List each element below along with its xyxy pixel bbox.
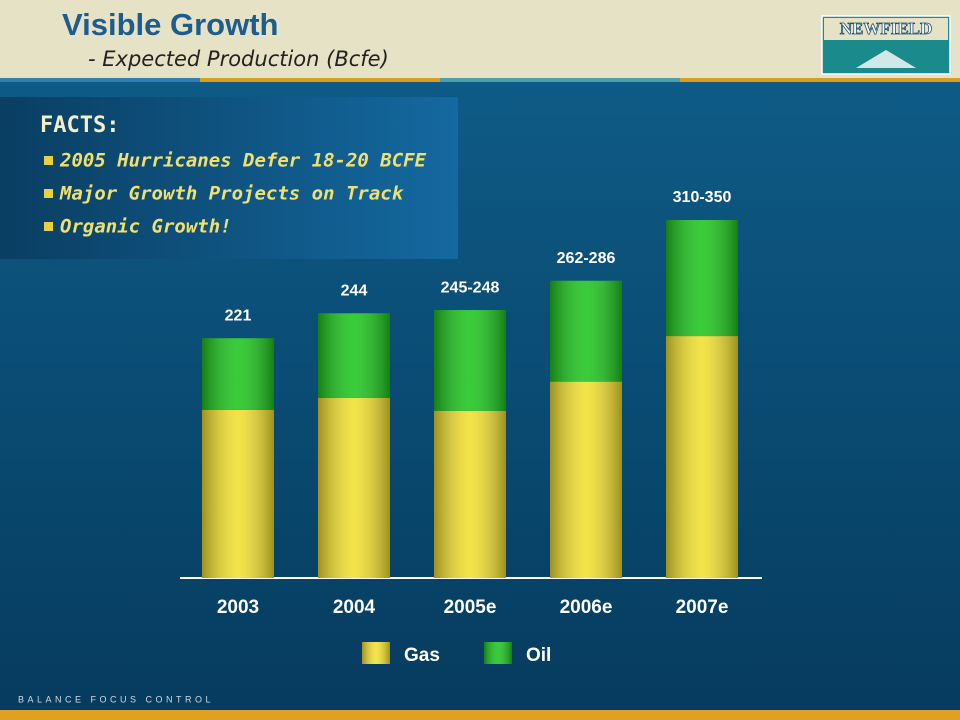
bullet — [44, 222, 53, 231]
footer: BALANCE FOCUS CONTROL — [18, 694, 214, 704]
bar-shade — [550, 381, 622, 578]
fact-item: 2005 Hurricanes Defer 18-20 BCFE — [59, 150, 427, 172]
x-tick-label: 2006e — [560, 597, 613, 618]
fact-item: Major Growth Projects on Track — [59, 183, 405, 205]
x-tick-label: 2004 — [333, 597, 376, 618]
x-tick-label: 2005e — [444, 597, 497, 618]
subtitle: - Expected Production (Bcfe) — [88, 47, 389, 71]
bar-shade — [550, 280, 622, 382]
value-label: 244 — [341, 283, 368, 300]
logo-text: NEWFIELD — [840, 19, 933, 38]
bullet — [44, 156, 53, 165]
x-tick-label: 2007e — [676, 597, 729, 618]
logo-top — [824, 18, 948, 40]
facts-box — [0, 97, 458, 259]
legend-shade — [484, 642, 512, 664]
x-tick-label: 2003 — [217, 597, 259, 618]
stripe — [440, 78, 680, 82]
bar-shade — [318, 313, 390, 398]
bar-shade — [666, 336, 738, 578]
stripe — [680, 78, 960, 82]
legend-shade — [362, 642, 390, 664]
logo-sun — [856, 50, 916, 68]
bullet — [44, 189, 53, 198]
stripe — [0, 78, 200, 82]
facts-heading: FACTS: — [40, 113, 119, 138]
bar-shade — [202, 409, 274, 578]
value-label: 310-350 — [673, 189, 732, 206]
stripe — [200, 78, 440, 82]
bar-shade — [434, 410, 506, 578]
value-label: 262-286 — [557, 250, 616, 267]
bottom-band — [0, 710, 960, 720]
legend-label: Oil — [526, 645, 551, 666]
bar-shade — [434, 310, 506, 411]
title: Visible Growth — [62, 7, 278, 42]
bar-shade — [666, 220, 738, 337]
legend-label: Gas — [404, 645, 440, 666]
header-band — [0, 0, 960, 78]
value-label: 221 — [225, 307, 252, 324]
value-label: 245-248 — [441, 279, 500, 296]
fact-item: Organic Growth! — [60, 216, 232, 238]
bar-shade — [202, 338, 274, 410]
bar-shade — [318, 397, 390, 578]
